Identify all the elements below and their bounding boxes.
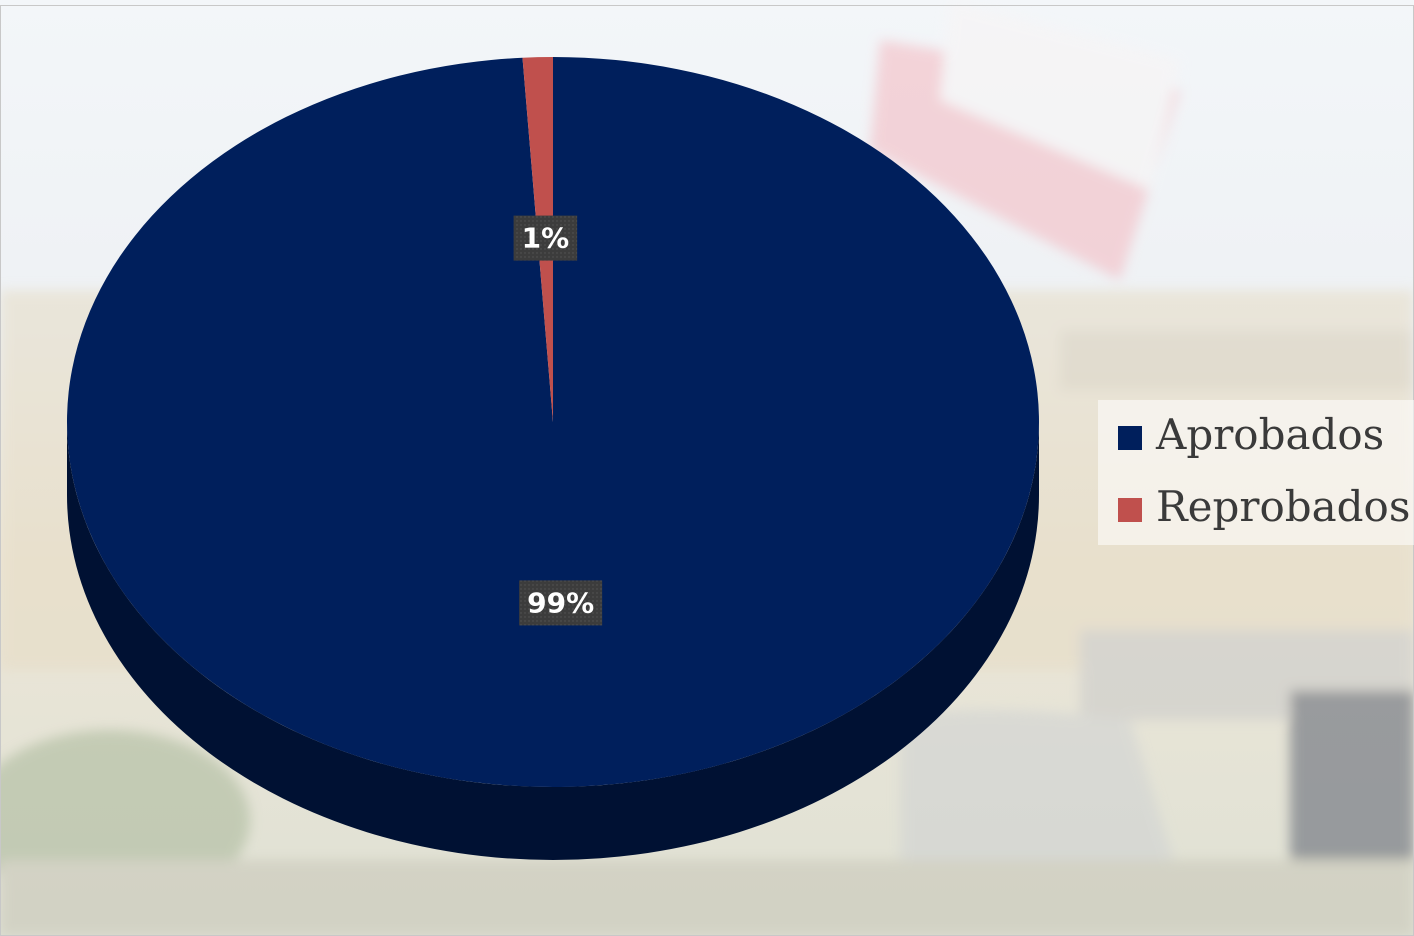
legend-label: Aprobados [1155, 410, 1384, 459]
legend-label: Reprobados [1156, 482, 1410, 531]
slice-side [67, 422, 1039, 860]
legend-swatch [1118, 498, 1142, 522]
value-label: 99% [527, 586, 594, 619]
pie: 99% 1% [67, 57, 1040, 860]
value-label-box [519, 580, 603, 626]
value-label-box [513, 215, 578, 261]
legend: Aprobados Reprobados [1098, 400, 1414, 545]
value-label: 1% [522, 222, 570, 255]
pie-slice [67, 57, 1040, 787]
legend-swatch [1118, 426, 1142, 450]
legend-box [1098, 400, 1414, 545]
